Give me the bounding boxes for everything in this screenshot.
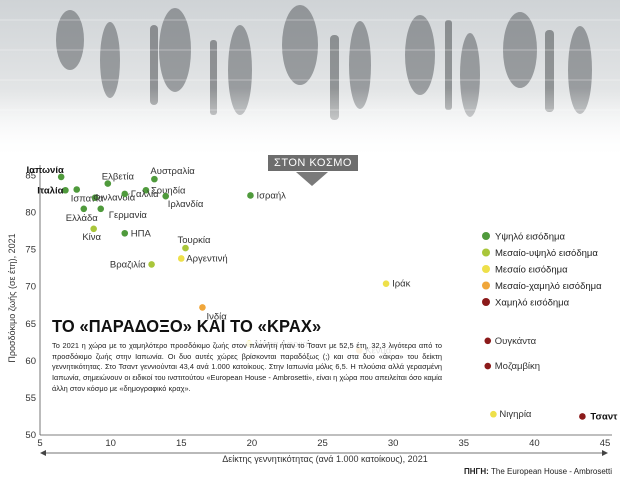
data-point-label: Ισραήλ [256,190,286,201]
data-point-label: Αργεντινή [186,253,227,264]
legend-label: Μεσαίο-χαμηλό εισόδημα [495,281,602,292]
data-point-label: Ελλάδα [66,213,98,224]
data-point-label: Ελβετία [102,172,135,183]
header-photo-crowd [0,0,620,160]
legend-label: Μεσαίο-υψηλό εισόδημα [495,248,598,259]
y-tick-label: 60 [25,356,36,367]
legend-swatch [482,248,490,257]
data-point [142,186,150,194]
data-point-label: Νιγηρία [499,409,532,420]
source-credit: ΠΗΓΗ: The European House - Ambrosetti [464,467,612,476]
data-point-label: Τουρκία [177,235,211,246]
data-point [199,304,206,311]
data-point [73,186,81,193]
section-banner: ΣΤΟΝ ΚΟΣΜΟ [268,155,358,171]
axis-ticks: 5 10 15 20 25 30 35 40 45 50 55 60 65 70 75 80 85 [25,170,610,449]
data-point [579,413,586,420]
data-point [151,175,158,183]
y-tick-label: 75 [25,245,36,256]
data-point [62,186,69,194]
y-tick-label: 65 [25,319,36,330]
x-tick-label: 40 [529,438,540,449]
legend-swatch [482,232,490,240]
data-point-label: Ινδία [206,311,227,322]
data-point-label: Ιράκ [392,279,411,290]
article-title: ΤΟ «ΠΑΡΑΔΟΞΟ» ΚΑΙ ΤΟ «ΚΡΑΧ» [52,317,322,337]
data-point [121,229,129,237]
data-point [484,337,492,345]
article-box: ΤΟ «ΠΑΡΑΔΟΞΟ» ΚΑΙ ΤΟ «ΚΡΑΧ» Το 2021 η χώ… [52,318,442,395]
data-point-label: Ιρλανδία [168,199,204,210]
data-point [382,280,390,288]
data-point-label: Κίνα [82,232,101,243]
data-point-label: Ιταλία [37,185,63,196]
data-point-label: Γαλλία [131,189,159,200]
x-tick-label: 35 [458,438,469,449]
x-tick-label: 10 [105,438,116,449]
y-axis-title: Προσδόκιμο ζωής (σε έτη), 2021 [7,233,17,362]
data-point [148,261,155,268]
data-point [91,194,99,201]
data-point-label: Ουγκάντα [495,336,537,347]
y-tick-label: 85 [25,170,36,181]
data-point [57,173,65,181]
y-tick-label: 50 [25,430,36,441]
x-tick-label: 30 [388,438,399,449]
data-point-label: Μοζαμβίκη [495,361,540,372]
data-point [490,410,497,418]
x-axis-title: Δείκτης γεννητικότητας (ανά 1.000 κατοίκ… [222,454,427,464]
legend-label: Χαμηλό εισόδημα [495,298,570,309]
data-point-label: Φινλανδία [93,193,136,204]
y-tick-label: 80 [25,208,36,219]
source-text: The European House - Ambrosetti [488,467,612,476]
legend-swatch [482,265,490,273]
legend-swatch [482,281,490,290]
data-point-label: Γερμανία [109,210,148,221]
source-label: ΠΗΓΗ: [464,467,489,476]
data-point [97,205,105,213]
article-body: Το 2021 η χώρα με το χαμηλότερο προσδόκι… [52,341,442,395]
data-point-label: Βραζιλία [110,259,146,270]
data-point [177,255,185,262]
data-point [484,362,492,370]
data-point-label: Ιαπωνία [27,165,64,176]
x-tick-label: 15 [176,438,187,449]
data-point-label: Αυστραλία [150,166,195,177]
x-tick-label: 5 [37,438,42,449]
data-point-label: ΗΠΑ [131,228,152,239]
legend-label: Υψηλό εισόδημα [495,232,565,243]
y-tick-label: 70 [25,282,36,293]
y-tick-label: 55 [25,393,36,404]
data-point [80,205,88,213]
data-point [247,192,254,199]
legend: Υψηλό εισόδημα Μεσαίο-υψηλό εισόδημα Μεσαί… [482,232,602,309]
x-tick-label: 20 [247,438,258,449]
data-point-label: Τσαντ [590,411,618,422]
data-point-label: Ισπανία [71,194,104,205]
data-point [121,190,129,198]
x-axis-arrow-icon [40,450,608,456]
chart-axes [39,165,612,436]
data-point [104,180,112,187]
x-tick-label: 25 [317,438,328,449]
data-point [90,225,97,233]
banner-arrow-icon [296,172,328,186]
data-point-label: Σουηδία [151,185,186,196]
data-point [182,244,189,252]
x-tick-label: 45 [600,438,611,449]
legend-label: Μεσαίο εισόδημα [495,265,568,276]
data-point [162,192,170,200]
legend-swatch [482,298,490,306]
